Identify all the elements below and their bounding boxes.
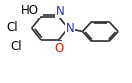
Text: Cl: Cl [11, 40, 22, 53]
Text: N: N [66, 22, 74, 35]
Text: N: N [56, 5, 64, 18]
Text: Cl: Cl [7, 21, 18, 34]
Text: HO: HO [21, 4, 39, 17]
Text: O: O [54, 42, 63, 55]
